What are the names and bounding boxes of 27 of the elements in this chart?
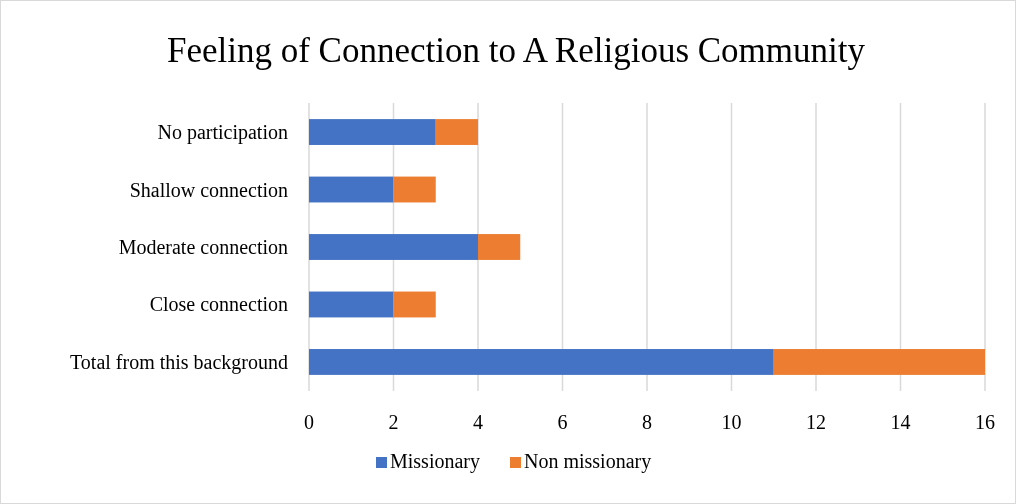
- x-tick-label: 12: [806, 411, 826, 433]
- bar: [773, 349, 985, 375]
- bar: [309, 234, 478, 260]
- legend-label: Non missionary: [524, 450, 652, 473]
- y-tick-label: Moderate connection: [118, 236, 288, 258]
- bar: [393, 176, 436, 203]
- legend-label: Missionary: [390, 450, 480, 473]
- y-tick-label: No participation: [157, 121, 288, 145]
- bar: [309, 119, 436, 145]
- bar: [309, 349, 774, 375]
- bar: [478, 234, 521, 260]
- bar: [309, 291, 394, 318]
- bar: [309, 176, 394, 203]
- x-tick-label: 0: [304, 411, 314, 433]
- x-tick-label: 4: [473, 411, 483, 433]
- x-tick-label: 10: [721, 411, 742, 433]
- x-tick-label: 2: [388, 411, 399, 433]
- x-tick-label: 8: [642, 411, 652, 433]
- chart-title: Feeling of Connection to A Religious Community: [166, 31, 866, 70]
- y-tick-label: Shallow connection: [129, 178, 288, 201]
- y-tick-label: Close connection: [149, 293, 288, 316]
- x-tick-label: 14: [890, 411, 911, 433]
- x-tick-label: 6: [557, 411, 568, 433]
- x-tick-label: 16: [975, 411, 995, 433]
- bar: [393, 291, 436, 318]
- y-tick-label: Total from this background: [70, 350, 288, 374]
- bar: [435, 119, 478, 145]
